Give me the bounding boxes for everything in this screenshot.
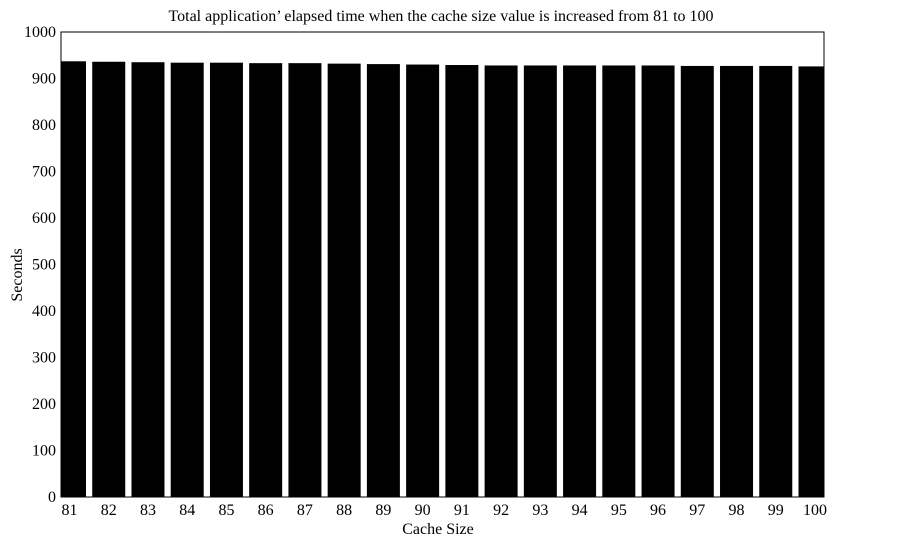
y-tick-label: 900	[32, 71, 56, 88]
bars-group	[61, 61, 824, 498]
y-tick-label: 300	[32, 350, 56, 367]
bar-81	[61, 61, 86, 498]
y-tick-label: 600	[32, 210, 56, 227]
bar-90	[406, 64, 440, 498]
bar-94	[563, 65, 597, 497]
bar-89	[366, 64, 400, 498]
y-tick-label: 400	[32, 303, 56, 320]
bar-97	[680, 65, 714, 497]
y-axis-label: Seconds	[9, 248, 26, 301]
x-tick-label: 90	[415, 502, 431, 519]
x-tick-label: 100	[803, 502, 827, 519]
bar-100	[798, 66, 824, 497]
x-tick-label: 82	[101, 502, 117, 519]
bar-83	[131, 62, 165, 497]
x-tick-label: 92	[493, 502, 509, 519]
bar-92	[484, 65, 518, 497]
y-tick-label: 100	[32, 443, 56, 460]
bar-88	[327, 63, 361, 498]
bar-85	[209, 62, 243, 497]
chart-title: Total application’ elapsed time when the…	[168, 8, 713, 25]
x-tick-label: 94	[572, 502, 588, 519]
bar-93	[523, 65, 557, 497]
bar-98	[720, 65, 754, 497]
bar-95	[602, 65, 636, 497]
x-tick-label: 83	[140, 502, 156, 519]
x-tick-label: 99	[768, 502, 784, 519]
x-tick-label: 85	[218, 502, 234, 519]
x-tick-label: 89	[375, 502, 391, 519]
x-tick-label: 84	[179, 502, 195, 519]
bar-91	[445, 65, 479, 497]
y-axis: 0 100 200 300 400 500 600 700 800 900 1000	[24, 24, 824, 506]
x-tick-label: 87	[297, 502, 313, 519]
bar-82	[92, 61, 126, 497]
bar-84	[170, 62, 204, 497]
x-tick-label: 91	[454, 502, 470, 519]
bar-86	[249, 63, 283, 497]
y-tick-label: 1000	[24, 24, 56, 41]
y-tick-label: 800	[32, 117, 56, 134]
y-tick-label: 200	[32, 396, 56, 413]
x-axis: 81 82 83 84 85 86 87 88 89 90 91 92 93 94 95 96 97 98 99 10…	[62, 492, 827, 519]
x-tick-label: 86	[258, 502, 274, 519]
x-tick-label: 93	[532, 502, 548, 519]
x-tick-label: 95	[611, 502, 627, 519]
x-axis-label: Cache Size	[402, 521, 474, 538]
x-tick-label: 98	[729, 502, 745, 519]
bar-99	[759, 65, 793, 497]
x-tick-label: 96	[650, 502, 666, 519]
x-tick-label: 97	[689, 502, 705, 519]
y-tick-label: 500	[32, 257, 56, 274]
y-tick-label: 0	[48, 489, 56, 506]
x-tick-label: 88	[336, 502, 352, 519]
x-tick-label: 81	[62, 502, 78, 519]
bar-96	[641, 65, 675, 497]
y-tick-label: 700	[32, 164, 56, 181]
bar-87	[288, 63, 322, 497]
